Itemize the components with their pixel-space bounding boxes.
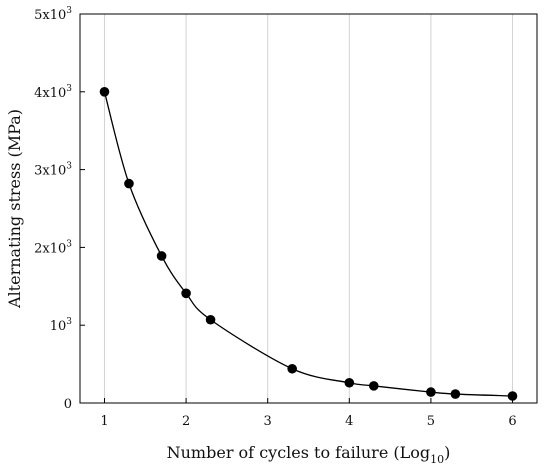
x-ticks: 1 2 3 4 5 6 [100,398,517,429]
data-point [99,87,110,97]
data-point [124,178,134,189]
x-tick-label: 1 [100,414,108,429]
data-point [344,377,355,388]
data-points [99,87,518,401]
x-axis-title: Number of cycles to failure (Log10) [167,443,451,466]
x-tick-label: 5 [427,414,435,429]
x-tick-label: 2 [182,414,190,429]
plot-frame [79,13,538,404]
data-point [156,251,167,261]
data-point [205,314,216,325]
x-tick-label: 4 [345,414,353,429]
x-tick-label: 3 [264,414,272,429]
y-ticks: 0 103 2x103 3x103 4x103 5x103 [34,6,85,412]
grid-lines [103,14,514,403]
data-point [287,363,297,374]
data-point [426,387,436,397]
y-tick-label: 3x103 [34,162,72,179]
y-tick-label: 0 [64,397,72,412]
x-axis-title-main: Number of cycles to failure (Log [167,443,431,462]
data-point [368,381,379,391]
x-tick-label: 6 [508,414,516,429]
data-point [181,288,191,299]
data-point [450,389,461,399]
x-axis-title-close: ) [444,443,450,462]
data-point [507,391,518,401]
fit-curve [103,91,513,397]
y-tick-label: 5x103 [34,6,72,23]
y-tick-label: 103 [50,317,73,334]
x-axis-title-subscript: 10 [430,453,444,466]
y-tick-label: 4x103 [34,84,72,101]
y-axis-title: Alternating stress (MPa) [5,109,24,309]
y-tick-label: 2x103 [34,239,72,256]
